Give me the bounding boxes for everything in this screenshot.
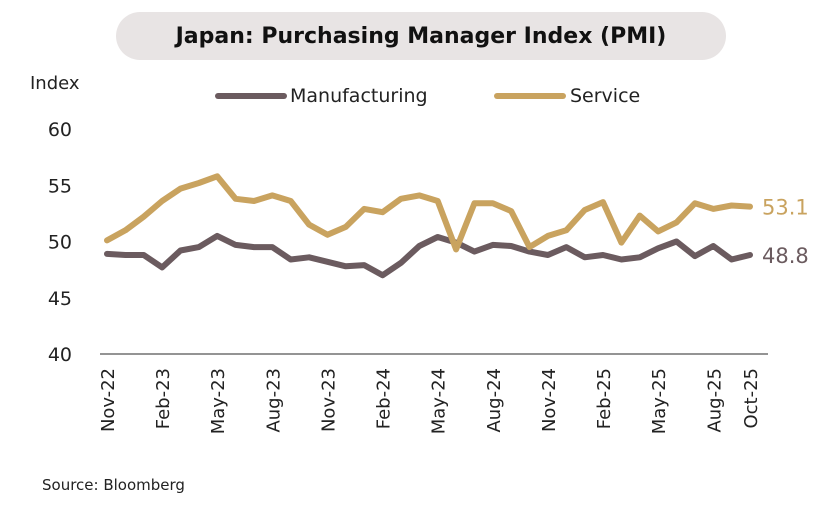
x-tick-label: Oct-25: [741, 368, 762, 429]
y-tick-label: 40: [48, 344, 72, 366]
x-tick-label: Nov-23: [318, 368, 339, 432]
source-note: Source: Bloomberg: [42, 476, 185, 494]
end-label-service: 53.1: [762, 196, 809, 220]
y-tick-label: 50: [48, 232, 72, 254]
x-tick-label: Aug-25: [704, 368, 725, 433]
end-label-manufacturing: 48.8: [762, 244, 809, 268]
y-axis-label: Index: [30, 73, 80, 94]
x-tick-label: May-23: [208, 368, 229, 434]
x-tick-label: May-24: [429, 368, 450, 434]
x-tick-label: Aug-24: [484, 368, 505, 433]
x-tick-label: May-25: [649, 368, 670, 434]
series-line-manufacturing: [104, 232, 753, 279]
legend-label-service: Service: [570, 85, 640, 107]
y-tick-label: 45: [48, 288, 72, 310]
x-tick-label: Feb-24: [374, 368, 395, 429]
y-tick-label: 60: [48, 119, 72, 141]
chart-title: Japan: Purchasing Manager Index (PMI): [116, 12, 726, 60]
y-tick-label: 55: [48, 175, 72, 197]
x-tick-label: Feb-25: [594, 368, 615, 429]
x-tick-label: Feb-23: [153, 368, 174, 429]
series-line-service: [104, 173, 753, 253]
x-tick-label: Aug-23: [263, 368, 284, 433]
x-tick-label: Nov-24: [539, 368, 560, 432]
x-tick-label: Nov-22: [98, 368, 119, 432]
legend-label-manufacturing: Manufacturing: [290, 85, 428, 107]
